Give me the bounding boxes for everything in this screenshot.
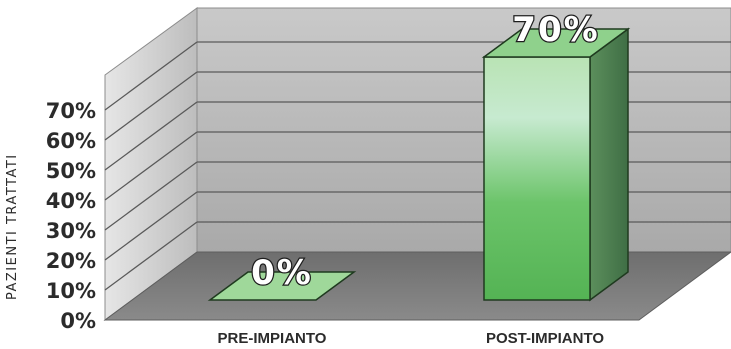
x-category-label: POST-IMPIANTO bbox=[486, 330, 604, 347]
y-tick-label: 10% bbox=[46, 279, 96, 303]
y-tick-label: 0% bbox=[60, 309, 96, 333]
gridline bbox=[104, 41, 731, 111]
y-axis-ticks: 0% 10% 20% 30% 40% 50% 60% 70% bbox=[46, 99, 96, 333]
y-tick-label: 60% bbox=[46, 129, 96, 153]
y-tick-label: 50% bbox=[46, 159, 96, 183]
y-tick-label: 30% bbox=[46, 219, 96, 243]
gridline bbox=[104, 161, 731, 231]
y-tick-label: 70% bbox=[46, 99, 96, 123]
gridline bbox=[104, 131, 731, 201]
y-tick-label: 20% bbox=[46, 249, 96, 273]
bar-top bbox=[481, 28, 631, 58]
back-wall bbox=[196, 7, 731, 253]
x-axis-categories: PRE-IMPIANTO POST-IMPIANTO bbox=[218, 330, 605, 347]
bar-pre-impianto: 0% bbox=[207, 252, 357, 301]
data-label: 70% bbox=[512, 10, 599, 50]
gridline bbox=[104, 71, 731, 141]
gridline bbox=[104, 221, 731, 291]
gridline bbox=[104, 101, 731, 171]
y-axis-label: PAZIENTI TRATTATI bbox=[5, 153, 20, 300]
bar-top bbox=[207, 271, 357, 301]
bar-front bbox=[483, 56, 591, 301]
gridlines bbox=[104, 41, 731, 291]
bar-side bbox=[589, 27, 629, 302]
bar-post-impianto: 70% bbox=[481, 9, 631, 302]
gridline bbox=[104, 191, 731, 261]
y-tick-label: 40% bbox=[46, 189, 96, 213]
x-category-label: PRE-IMPIANTO bbox=[218, 330, 327, 347]
floor bbox=[103, 251, 731, 321]
bars: 0% 70% bbox=[207, 9, 631, 302]
data-label: 0% bbox=[251, 253, 313, 293]
